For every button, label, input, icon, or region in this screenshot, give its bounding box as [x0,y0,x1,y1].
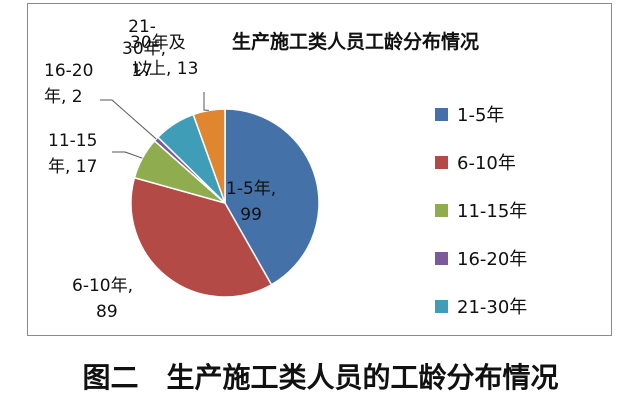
data-label-30-plus: 30年及 以上, 13 [130,30,198,82]
data-label-line: 年, 17 [48,157,98,177]
data-label-line: 16-20 [44,61,94,81]
data-label-line: 17 [131,61,153,81]
legend-label: 1-5年 [457,105,505,126]
data-label-line: 6-10年, [72,276,133,296]
data-label-line: 30年, [122,39,167,59]
data-label-line: 1-5年, [226,179,277,199]
chart-legend: 1-5年 6-10年 11-15年 16-20年 21-30年 [435,90,527,330]
data-label-16-20: 16-20 年, 2 [44,58,93,110]
legend-label: 16-20年 [457,249,528,270]
legend-item-21-30: 21-30年 [435,282,527,330]
figure-caption: 图二 生产施工类人员的工龄分布情况 [0,356,641,396]
leader-line-30-plus [203,92,209,111]
data-label-line: 89 [96,302,118,322]
leader-line-11-15 [112,151,143,159]
data-label-line: 21- [128,17,156,37]
data-label-line: 11-15 [48,131,98,151]
legend-swatch [435,155,448,169]
chart-frame [27,3,612,336]
legend-swatch [435,107,448,121]
pie-slice-6-10 [130,176,273,298]
data-label-line: 99 [240,205,262,225]
legend-item-16-20: 16-20年 [435,234,527,282]
pie-slice-1-5 [224,108,320,286]
data-label-6-10: 6-10年, 89 [72,273,133,325]
legend-item-1-5: 1-5年 [435,90,527,138]
legend-swatch [435,251,448,265]
legend-item-11-15: 11-15年 [435,186,527,234]
legend-item-6-10: 6-10年 [435,138,527,186]
data-label-21-30: 21- 30年, 17 [118,16,166,82]
data-label-line: 以上, 13 [132,59,199,79]
figure-caption-label: 图二 [82,361,139,394]
legend-swatch [435,299,448,313]
chart-title: 生产施工类人员工龄分布情况 [232,31,480,53]
leader-line-16-20 [100,99,157,140]
figure-caption-text: 生产施工类人员的工龄分布情况 [166,361,559,394]
legend-label: 11-15年 [457,201,528,222]
legend-swatch [435,203,448,217]
data-label-1-5: 1-5年, 99 [226,176,276,228]
data-label-11-15: 11-15 年, 17 [48,128,97,180]
legend-label: 6-10年 [457,153,516,174]
legend-label: 21-30年 [457,297,528,318]
data-label-line: 30年及 [130,33,186,53]
data-label-line: 年, 2 [44,87,83,107]
